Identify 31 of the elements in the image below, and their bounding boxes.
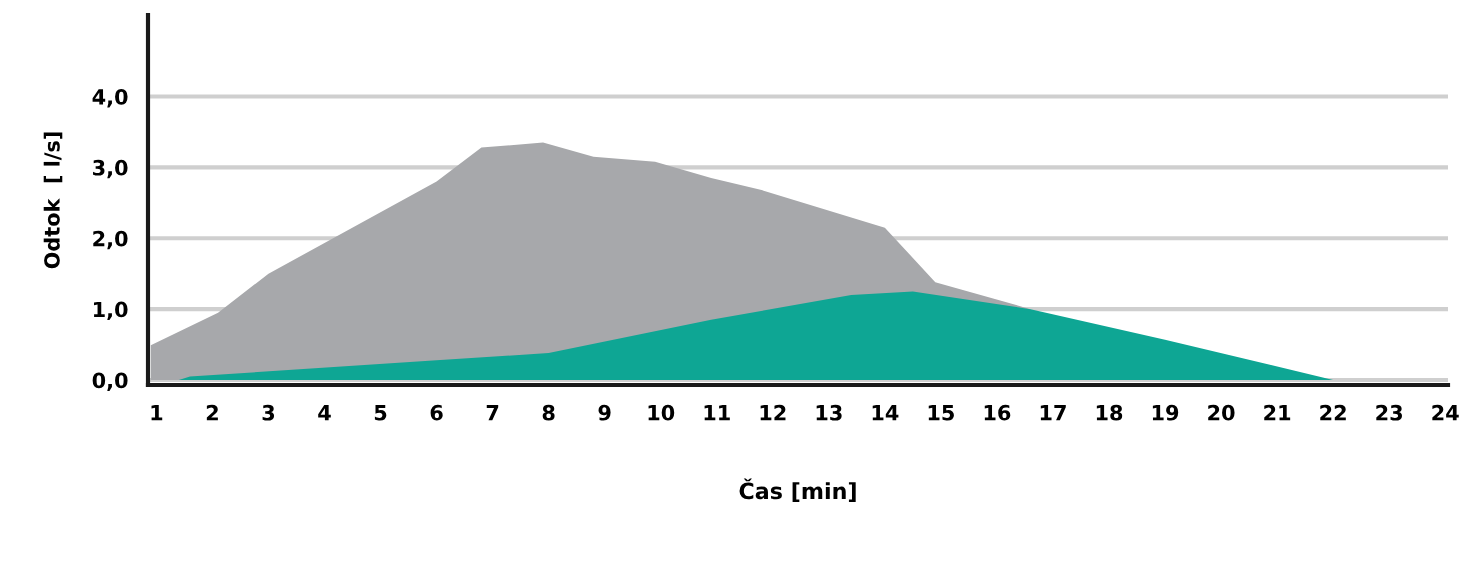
x-tick-label: 15 — [928, 405, 954, 421]
x-tick-label: 19 — [1152, 404, 1179, 421]
x-tick-label: 12 — [760, 404, 786, 421]
x-tick-label: 2 — [206, 404, 218, 421]
x-tick-label: 21 — [1264, 404, 1291, 421]
x-tick-label: 7 — [486, 405, 499, 421]
x-tick-label: 17 — [1040, 405, 1066, 421]
x-tick-label: 24 — [1432, 404, 1459, 421]
x-tick-label: 3 — [262, 404, 275, 421]
x-tick-label: 8 — [542, 404, 555, 421]
x-tick-label: 1 — [151, 405, 163, 421]
x-tick-label: 23 — [1376, 404, 1402, 421]
x-tick-label: 4 — [318, 405, 331, 421]
y-tick-label: 1,0 — [94, 301, 128, 321]
y-tick-label: 4,0 — [92, 88, 128, 108]
x-tick-label: 6 — [430, 404, 443, 421]
x-tick-label: 22 — [1320, 404, 1346, 421]
y-tick-label: 2,0 — [93, 230, 128, 250]
x-tick-label: 18 — [1096, 404, 1123, 421]
x-tick-label: 20 — [1208, 404, 1235, 421]
x-tick-label: 10 — [648, 404, 675, 421]
x-tick-label: 11 — [704, 405, 730, 421]
x-tick-label: 5 — [374, 405, 387, 421]
x-tick-label: 16 — [984, 404, 1011, 421]
y-tick-label: 3,0 — [93, 159, 128, 179]
x-tick-label: 14 — [872, 405, 899, 421]
x-tick-label: 9 — [598, 404, 611, 421]
y-axis-title: Odtok [ l/s] — [43, 132, 63, 269]
x-tick-label: 13 — [816, 404, 842, 421]
y-tick-label: 0,0 — [92, 372, 128, 391]
x-axis-title: Čas [min] — [739, 478, 856, 502]
